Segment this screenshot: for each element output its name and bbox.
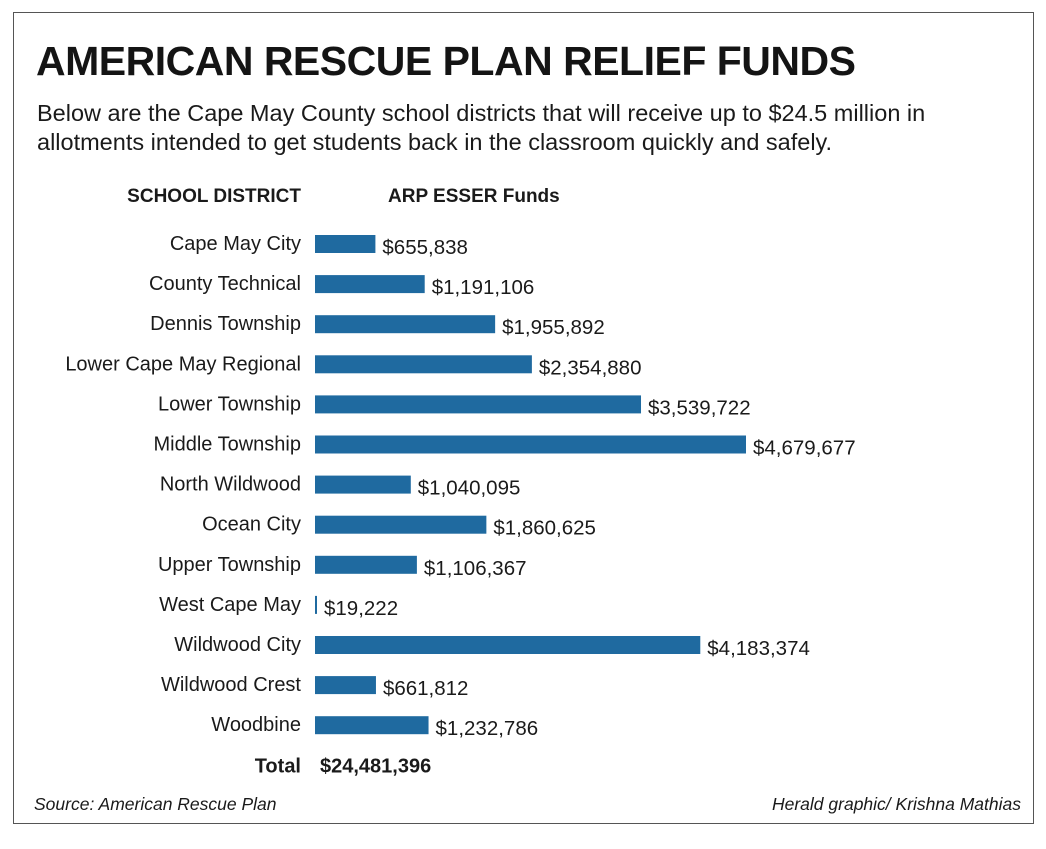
data-label: $1,955,892 <box>502 316 605 339</box>
total-label: Total <box>255 755 301 777</box>
value-axis-label: ARP ESSER Funds <box>388 186 560 207</box>
data-label: $655,838 <box>382 236 468 259</box>
data-label: $4,183,374 <box>707 637 810 660</box>
bar <box>315 716 429 735</box>
bar <box>315 595 317 614</box>
category-label: Wildwood City <box>174 634 301 656</box>
chart-subtitle: Below are the Cape May County school dis… <box>37 100 926 155</box>
category-label: Wildwood Crest <box>161 674 301 696</box>
category-label: Cape May City <box>170 233 301 255</box>
category-label: Upper Township <box>158 554 301 576</box>
bar <box>315 676 376 695</box>
data-label: $1,860,625 <box>493 517 596 540</box>
bar <box>315 235 376 253</box>
category-axis-label: SCHOOL DISTRICT <box>127 186 301 207</box>
source-note: Source: American Rescue Plan <box>34 794 277 814</box>
category-label: Ocean City <box>202 514 301 536</box>
bar <box>315 315 496 334</box>
data-label: $1,232,786 <box>436 717 539 740</box>
data-label: $2,354,880 <box>539 356 642 379</box>
data-label: $19,222 <box>324 597 398 620</box>
category-label: Woodbine <box>211 714 301 736</box>
category-label: North Wildwood <box>160 474 301 496</box>
bar <box>315 275 425 294</box>
data-label: $1,040,095 <box>418 477 521 500</box>
bar <box>315 395 642 414</box>
category-label: Lower Cape May Regional <box>65 353 301 375</box>
bar <box>315 515 487 534</box>
bar <box>315 555 417 574</box>
data-label: $4,679,677 <box>753 437 856 460</box>
graphic-credit: Herald graphic/ Krishna Mathias <box>771 794 1021 814</box>
bar <box>315 636 701 654</box>
category-label: West Cape May <box>159 594 301 616</box>
category-label: Middle Township <box>154 434 302 456</box>
category-label: County Technical <box>149 273 301 295</box>
bar <box>315 475 411 494</box>
data-label: $1,191,106 <box>432 276 535 299</box>
bar <box>315 435 746 454</box>
total-value: $24,481,396 <box>320 755 431 777</box>
data-label: $661,812 <box>383 677 469 700</box>
data-label: $3,539,722 <box>648 396 751 419</box>
category-label: Lower Township <box>158 393 301 415</box>
data-label: $1,106,367 <box>424 557 527 580</box>
chart-title: AMERICAN RESCUE PLAN RELIEF FUNDS <box>36 38 856 84</box>
category-label: Dennis Township <box>150 313 301 335</box>
graphic-frame <box>13 12 1034 824</box>
bar <box>315 355 532 374</box>
